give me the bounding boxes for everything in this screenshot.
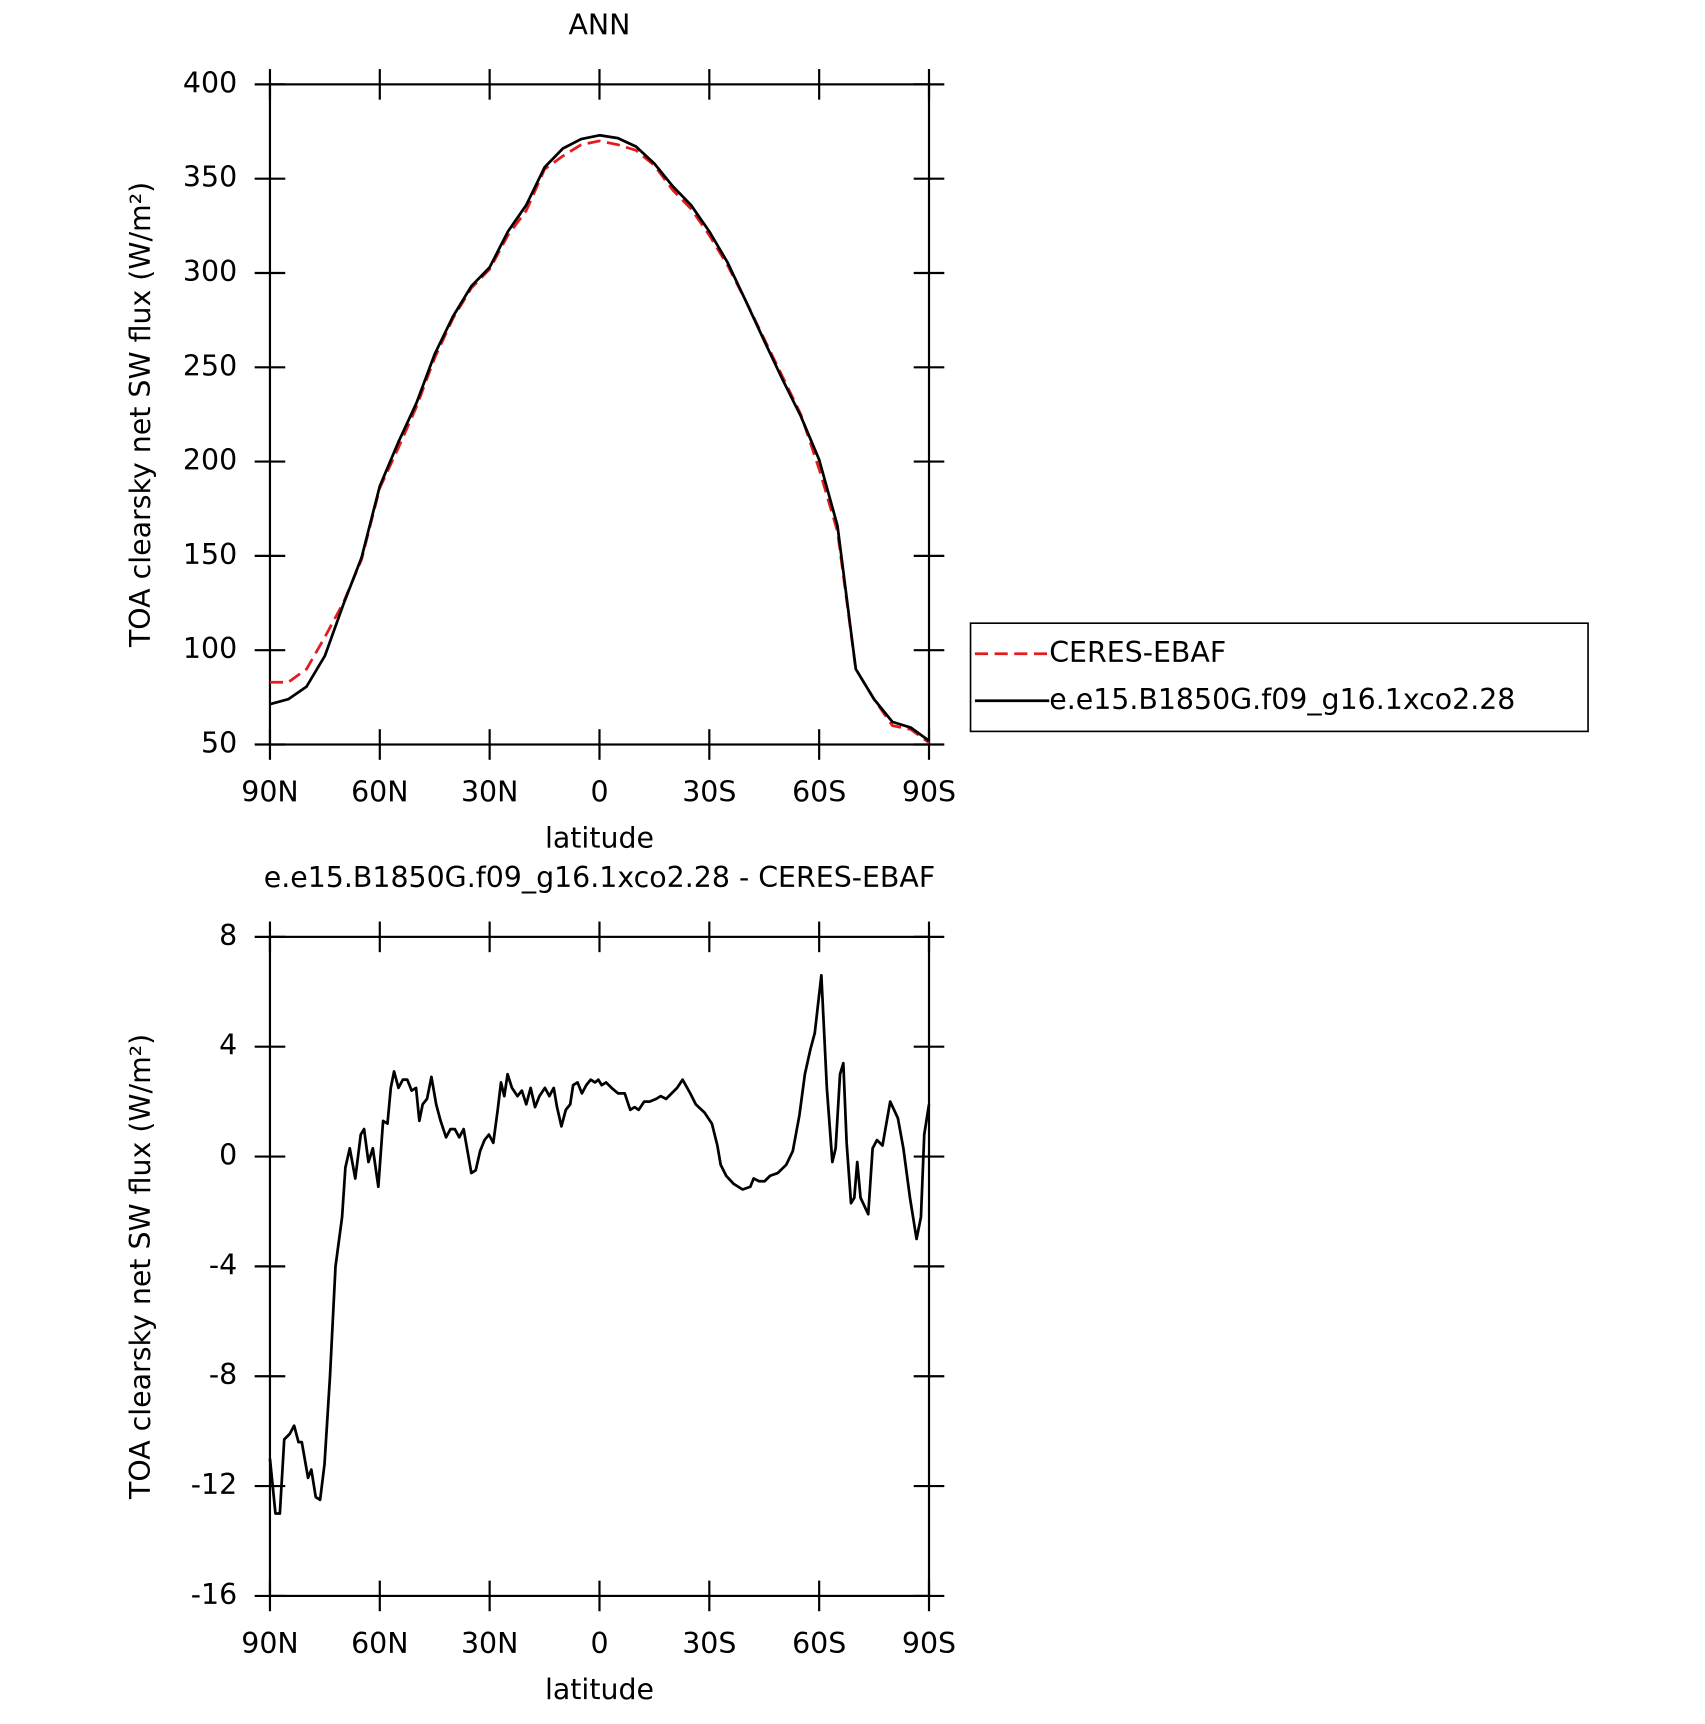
y-tick-label: 150 bbox=[183, 538, 237, 571]
x-tick-label: 90N bbox=[241, 1627, 298, 1660]
legend-label: e.e15.B1850G.f09_g16.1xco2.28 bbox=[1049, 683, 1515, 716]
y-tick-label: -12 bbox=[191, 1468, 237, 1501]
panel: e.e15.B1850G.f09_g16.1xco2.28 - CERES-EB… bbox=[124, 861, 956, 1706]
x-tick-label: 30S bbox=[682, 776, 736, 809]
y-axis-label: TOA clearsky net SW flux (W/m²) bbox=[124, 1034, 157, 1500]
x-tick-label: 0 bbox=[590, 776, 608, 809]
y-axis-label: TOA clearsky net SW flux (W/m²) bbox=[124, 182, 157, 648]
y-tick-label: -8 bbox=[209, 1358, 237, 1391]
chart-title: e.e15.B1850G.f09_g16.1xco2.28 - CERES-EB… bbox=[264, 861, 935, 894]
x-tick-label: 30N bbox=[461, 1627, 518, 1660]
x-tick-label: 30S bbox=[682, 1627, 736, 1660]
y-tick-label: -4 bbox=[209, 1248, 237, 1281]
data-line bbox=[269, 133, 930, 742]
legend-box bbox=[969, 622, 1589, 733]
y-tick-label: 250 bbox=[183, 349, 237, 382]
x-tick-label: 60S bbox=[792, 1627, 846, 1660]
y-tick-label: 100 bbox=[183, 632, 237, 665]
x-tick-label: 30N bbox=[461, 776, 518, 809]
chart-title: ANN bbox=[569, 8, 631, 41]
y-tick-label: 300 bbox=[183, 255, 237, 288]
panel: ANN latitude TOA clearsky net SW flux (W/m… bbox=[124, 8, 1589, 855]
y-tick-label: 350 bbox=[183, 161, 237, 194]
x-tick-label: 60N bbox=[351, 776, 408, 809]
plot-frame bbox=[268, 83, 931, 746]
y-tick-label: 0 bbox=[219, 1139, 237, 1172]
x-tick-label: 60S bbox=[792, 776, 846, 809]
y-tick-label: 50 bbox=[201, 727, 237, 760]
x-axis-label: latitude bbox=[545, 822, 654, 855]
legend-label: CERES-EBAF bbox=[1049, 636, 1226, 669]
y-tick-label: 8 bbox=[219, 919, 237, 952]
x-tick-label: 90S bbox=[902, 776, 956, 809]
y-tick-label: 4 bbox=[219, 1029, 237, 1062]
data-line bbox=[268, 973, 931, 1515]
x-tick-label: 0 bbox=[590, 1627, 608, 1660]
plot-frame bbox=[268, 935, 931, 1598]
x-tick-label: 60N bbox=[351, 1627, 408, 1660]
y-tick-label: 400 bbox=[183, 66, 237, 99]
x-tick-label: 90S bbox=[902, 1627, 956, 1660]
y-tick-label: -16 bbox=[191, 1578, 237, 1611]
x-tick-label: 90N bbox=[241, 776, 298, 809]
y-tick-label: 200 bbox=[183, 444, 237, 477]
data-line bbox=[269, 139, 930, 744]
x-axis-label: latitude bbox=[545, 1673, 654, 1706]
